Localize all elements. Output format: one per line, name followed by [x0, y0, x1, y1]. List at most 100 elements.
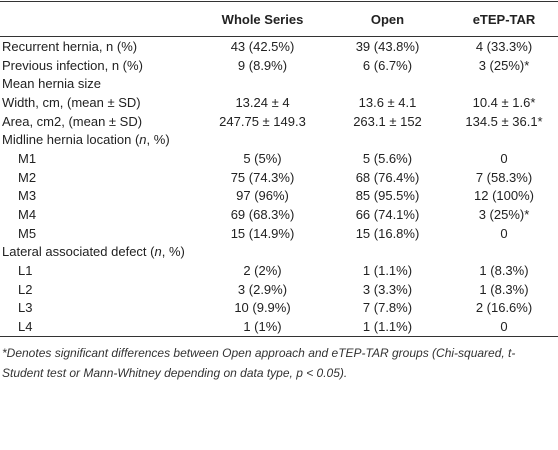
value-cell: 6 (6.7%) [362, 57, 413, 73]
row-label: M5 [0, 224, 200, 243]
label-text: M1 [18, 150, 37, 166]
label-text: M3 [18, 188, 37, 204]
value-cell: 263.1 ± 152 [353, 113, 422, 129]
value-cell: 7 (7.8%) [362, 300, 413, 316]
value-cell: 66 (74.1%) [355, 207, 420, 223]
table-row: M3 97 (96%) 85 (95.5%) 12 (100%) [0, 187, 558, 206]
row-label: Area, cm2, (mean ± SD) [0, 112, 200, 131]
value-cell: 68 (76.4%) [355, 169, 420, 185]
label-text: M4 [18, 207, 37, 223]
value-cell: 10 (9.9%) [234, 300, 291, 316]
value-cell: 15 (16.8%) [355, 225, 420, 241]
table-row: L2 3 (2.9%) 3 (3.3%) 1 (8.3%) [0, 280, 558, 299]
row-label: M1 [0, 149, 200, 168]
label-text: M2 [18, 169, 37, 185]
value-cell: 7 (58.3%) [475, 169, 533, 185]
value-cell: 13.6 ± 4.1 [358, 94, 417, 110]
value-cell: 13.24 ± 4 [235, 94, 290, 110]
value-cell: 1 (8.3%) [479, 263, 529, 279]
value-cell: 5 (5%) [243, 150, 282, 166]
label-text: Mean hernia size [2, 76, 101, 92]
label-text: L4 [18, 319, 33, 335]
value-cell: 3 (2.9%) [237, 281, 288, 297]
row-label: L1 [0, 261, 200, 280]
table-row: M2 75 (74.3%) 68 (76.4%) 7 (58.3%) [0, 168, 558, 187]
label-text: Recurrent hernia, n (%) [2, 38, 138, 54]
value-cell: 15 (14.9%) [230, 225, 295, 241]
label-text: M5 [18, 225, 37, 241]
header-cell: Open [325, 1, 450, 37]
value-cell: 1 (1.1%) [362, 319, 413, 335]
value-cell: 3 (3.3%) [362, 281, 413, 297]
value-cell: 2 (16.6%) [475, 300, 533, 316]
table-row: M4 69 (68.3%) 66 (74.1%) 3 (25%)* [0, 205, 558, 224]
value-cell: 43 (42.5%) [230, 38, 295, 54]
label-text: , %) [146, 132, 170, 148]
table-body: Recurrent hernia, n (%) 43 (42.5%) 39 (43.… [0, 37, 558, 337]
label-text: n [154, 244, 162, 260]
value-cell: 69 (68.3%) [230, 207, 295, 223]
table-row: L1 2 (2%) 1 (1.1%) 1 (8.3%) [0, 261, 558, 280]
table-row: Recurrent hernia, n (%) 43 (42.5%) 39 (43.… [0, 37, 558, 56]
value-cell: 75 (74.3%) [230, 169, 295, 185]
row-label: Recurrent hernia, n (%) [0, 37, 200, 56]
header-row: Whole Series Open eTEP-TAR [0, 1, 558, 37]
label-text: , %) [161, 244, 185, 260]
value-cell: 9 (8.9%) [237, 57, 288, 73]
row-label: Mean hernia size [0, 74, 558, 93]
table-row: L3 10 (9.9%) 7 (7.8%) 2 (16.6%) [0, 299, 558, 318]
value-cell: 85 (95.5%) [355, 188, 420, 204]
value-cell: 5 (5.6%) [362, 150, 413, 166]
value-cell: 247.75 ± 149.3 [219, 113, 306, 129]
value-cell: 10.4 ± 1.6* [472, 94, 536, 110]
header-cell [0, 1, 200, 37]
value-cell: 12 (100%) [474, 188, 534, 204]
table-row: Previous infection, n (%) 9 (8.9%) 6 (6.7%… [0, 56, 558, 75]
value-cell: 2 (2%) [243, 263, 282, 279]
label-text: n [139, 132, 147, 148]
row-label: M3 [0, 187, 200, 206]
row-label: M2 [0, 168, 200, 187]
row-label: Width, cm, (mean ± SD) [0, 93, 200, 112]
value-cell: 0 [500, 225, 508, 241]
table-row: M5 15 (14.9%) 15 (16.8%) 0 [0, 224, 558, 243]
table-row: Mean hernia size [0, 74, 558, 93]
value-cell: 39 (43.8%) [355, 38, 420, 54]
value-cell: 0 [500, 150, 508, 166]
footnote: *Denotes significant differences between… [2, 346, 516, 380]
label-text: L2 [18, 281, 33, 297]
table-row: M1 5 (5%) 5 (5.6%) 0 [0, 149, 558, 168]
value-cell: 0 [500, 319, 508, 335]
row-label: Midline hernia location (n, %) [0, 130, 558, 149]
value-cell: 1 (1.1%) [362, 263, 413, 279]
value-cell: 1 (1%) [243, 319, 282, 335]
value-cell: 3 (25%)* [478, 207, 530, 223]
value-cell: 4 (33.3%) [475, 38, 533, 54]
data-table: Whole Series Open eTEP-TAR Recurrent herni… [0, 1, 558, 337]
header-cell: eTEP-TAR [450, 1, 558, 37]
row-label: M4 [0, 205, 200, 224]
table-row: Area, cm2, (mean ± SD) 247.75 ± 149.3 263.… [0, 112, 558, 131]
label-text: Midline hernia location ( [2, 132, 140, 148]
row-label: L2 [0, 280, 200, 299]
value-cell: 1 (8.3%) [479, 281, 529, 297]
value-cell: 97 (96%) [236, 188, 289, 204]
label-text: Area, cm2, (mean ± SD) [2, 113, 143, 129]
table-head: Whole Series Open eTEP-TAR [0, 1, 558, 37]
row-label: Lateral associated defect (n, %) [0, 243, 558, 262]
row-label: L4 [0, 317, 200, 336]
row-label: Previous infection, n (%) [0, 56, 200, 75]
table-row: Midline hernia location (n, %) [0, 130, 558, 149]
header-cell: Whole Series [200, 1, 325, 37]
label-text: L3 [18, 300, 33, 316]
row-label: L3 [0, 299, 200, 318]
label-text: Previous infection, n (%) [2, 57, 143, 73]
value-cell: 134.5 ± 36.1* [465, 113, 543, 129]
table-row: L4 1 (1%) 1 (1.1%) 0 [0, 317, 558, 336]
label-text: Lateral associated defect ( [2, 244, 155, 260]
table-row: Width, cm, (mean ± SD) 13.24 ± 4 13.6 ± 4.… [0, 93, 558, 112]
label-text: L1 [18, 263, 33, 279]
label-text: Width, cm, (mean ± SD) [2, 94, 141, 110]
table-row: Lateral associated defect (n, %) [0, 243, 558, 262]
